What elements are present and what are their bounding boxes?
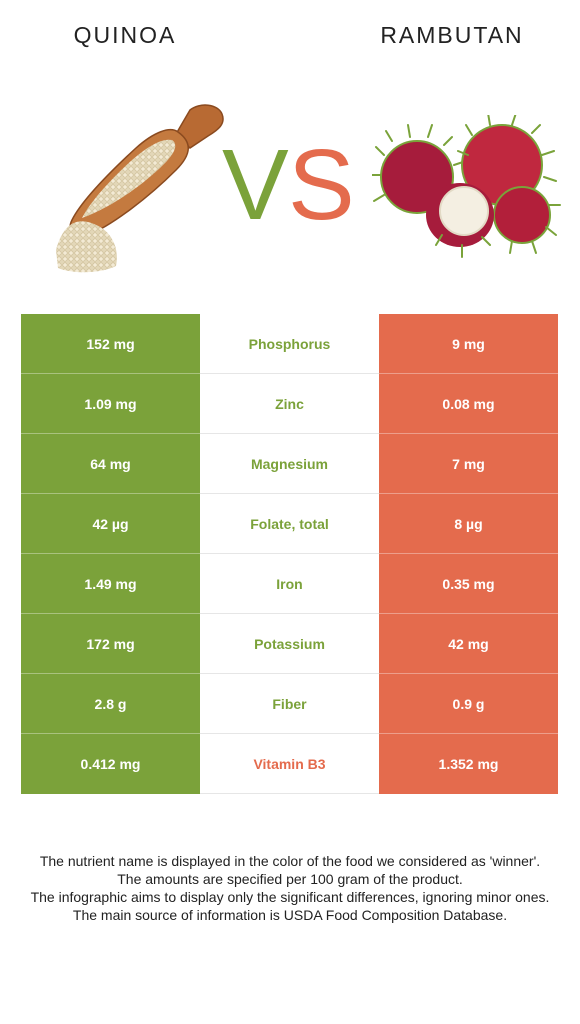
rambutan-value: 9 mg <box>379 314 558 374</box>
table-row: 1.09 mg Zinc 0.08 mg <box>21 374 558 434</box>
rambutan-value: 8 µg <box>379 494 558 554</box>
footer-note-aims: The infographic aims to display only the… <box>30 889 550 905</box>
nutrient-name: Magnesium <box>200 434 379 494</box>
nutrient-name: Folate, total <box>200 494 379 554</box>
vs-s-letter: S <box>288 129 355 241</box>
vs-v-letter: V <box>222 129 289 241</box>
food-title-quinoa: QUINOA <box>73 22 177 48</box>
quinoa-value: 152 mg <box>21 314 200 374</box>
rambutan-value: 42 mg <box>379 614 558 674</box>
table-row: 152 mg Phosphorus 9 mg <box>21 314 558 374</box>
table-row: 64 mg Magnesium 7 mg <box>21 434 558 494</box>
nutrient-comparison-table: 152 mg Phosphorus 9 mg 1.09 mg Zinc 0.08 mg 64… <box>21 314 558 794</box>
footer-notes: The nutrient name is displayed in the co… <box>20 852 560 924</box>
table-row: 0.412 mg Vitamin B3 1.352 mg <box>21 734 558 794</box>
food-title-rambutan: RAMBUTAN <box>380 22 524 48</box>
quinoa-value: 1.49 mg <box>21 554 200 614</box>
quinoa-value: 1.09 mg <box>21 374 200 434</box>
rambutan-fruit-icon <box>372 115 561 258</box>
rambutan-value: 1.352 mg <box>379 734 558 794</box>
vs-label: V S <box>222 129 355 241</box>
quinoa-value: 0.412 mg <box>21 734 200 794</box>
rambutan-value: 0.9 g <box>379 674 558 734</box>
quinoa-value: 2.8 g <box>21 674 200 734</box>
footer-note-winner: The nutrient name is displayed in the co… <box>39 853 541 869</box>
quinoa-value: 42 µg <box>21 494 200 554</box>
nutrient-name: Potassium <box>200 614 379 674</box>
nutrient-name: Zinc <box>200 374 379 434</box>
nutrient-name: Phosphorus <box>200 314 379 374</box>
footer-note-amounts: The amounts are specified per 100 gram o… <box>117 871 463 887</box>
quinoa-value: 172 mg <box>21 614 200 674</box>
table-row: 172 mg Potassium 42 mg <box>21 614 558 674</box>
rambutan-value: 0.35 mg <box>379 554 558 614</box>
table-row: 2.8 g Fiber 0.9 g <box>21 674 558 734</box>
rambutan-value: 7 mg <box>379 434 558 494</box>
quinoa-value: 64 mg <box>21 434 200 494</box>
table-row: 1.49 mg Iron 0.35 mg <box>21 554 558 614</box>
nutrient-name: Vitamin B3 <box>200 734 379 794</box>
rambutan-value: 0.08 mg <box>379 374 558 434</box>
footer-note-source: The main source of information is USDA F… <box>72 907 508 923</box>
table-row: 42 µg Folate, total 8 µg <box>21 494 558 554</box>
nutrient-name: Fiber <box>200 674 379 734</box>
nutrient-name: Iron <box>200 554 379 614</box>
quinoa-scoop-icon <box>56 104 224 273</box>
table-bottom-border <box>200 793 379 794</box>
